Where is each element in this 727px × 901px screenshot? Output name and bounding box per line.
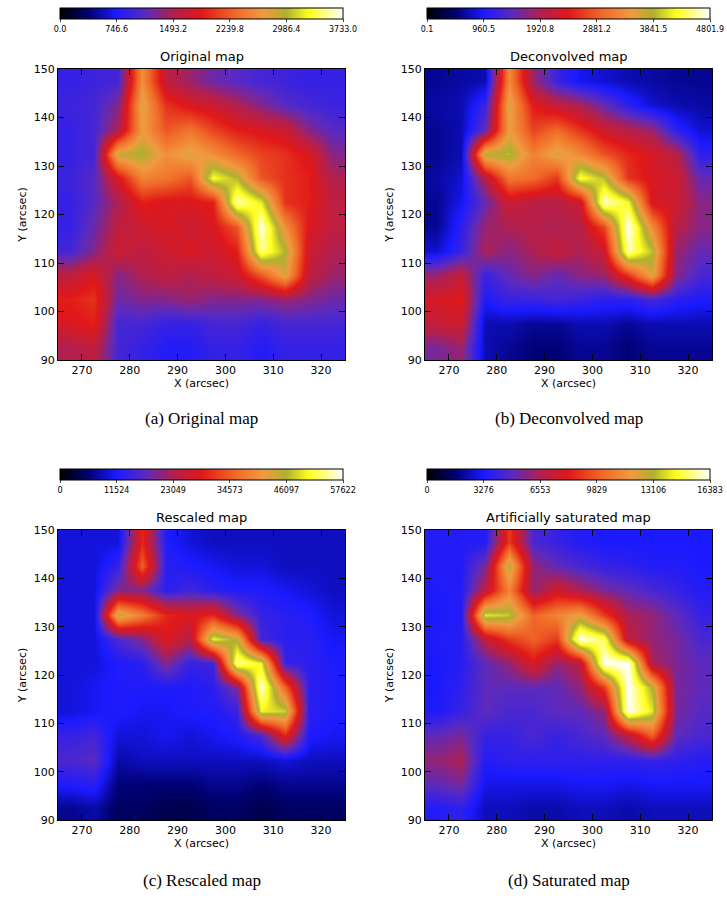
svg-text:300: 300 <box>582 364 603 377</box>
svg-text:6553: 6553 <box>530 486 550 495</box>
svg-text:300: 300 <box>215 364 236 377</box>
svg-text:130: 130 <box>34 621 55 634</box>
svg-text:290: 290 <box>534 364 555 377</box>
svg-text:130: 130 <box>401 160 422 173</box>
svg-text:90: 90 <box>408 354 422 367</box>
svg-text:Y (arcsec): Y (arcsec) <box>383 187 396 242</box>
svg-text:110: 110 <box>401 717 422 730</box>
svg-text:310: 310 <box>630 364 651 377</box>
svg-text:90: 90 <box>41 354 55 367</box>
svg-text:4801.9: 4801.9 <box>696 25 724 34</box>
svg-text:Y (arcsec): Y (arcsec) <box>16 187 29 242</box>
svg-text:0.1: 0.1 <box>421 25 434 34</box>
svg-text:320: 320 <box>678 824 699 837</box>
svg-text:0: 0 <box>57 486 62 495</box>
svg-text:310: 310 <box>263 364 284 377</box>
svg-text:290: 290 <box>167 364 188 377</box>
svg-text:290: 290 <box>534 824 555 837</box>
svg-text:120: 120 <box>401 208 422 221</box>
svg-text:57622: 57622 <box>330 486 355 495</box>
svg-text:300: 300 <box>215 824 236 837</box>
svg-text:960.5: 960.5 <box>472 25 495 34</box>
svg-text:90: 90 <box>41 814 55 827</box>
svg-text:280: 280 <box>119 824 140 837</box>
svg-text:270: 270 <box>438 364 459 377</box>
svg-text:X (arcsec): X (arcsec) <box>541 377 596 390</box>
svg-text:1493.2: 1493.2 <box>159 25 187 34</box>
svg-text:3276: 3276 <box>473 486 493 495</box>
svg-text:110: 110 <box>34 257 55 270</box>
svg-text:280: 280 <box>486 364 507 377</box>
svg-text:100: 100 <box>401 305 422 318</box>
svg-text:11524: 11524 <box>104 486 129 495</box>
svg-text:320: 320 <box>311 824 332 837</box>
svg-text:X (arcsec): X (arcsec) <box>174 377 229 390</box>
svg-text:(c) Rescaled map: (c) Rescaled map <box>143 871 261 890</box>
svg-text:150: 150 <box>401 63 422 76</box>
svg-text:X (arcsec): X (arcsec) <box>174 837 229 850</box>
svg-text:130: 130 <box>401 621 422 634</box>
svg-text:2239.8: 2239.8 <box>216 25 244 34</box>
svg-text:300: 300 <box>582 824 603 837</box>
svg-text:(a) Original map: (a) Original map <box>145 409 258 428</box>
svg-text:Rescaled map: Rescaled map <box>156 510 247 525</box>
svg-text:150: 150 <box>401 524 422 537</box>
svg-text:46097: 46097 <box>274 486 299 495</box>
svg-text:100: 100 <box>34 305 55 318</box>
svg-text:Y (arcsec): Y (arcsec) <box>16 648 29 703</box>
svg-text:Deconvolved map: Deconvolved map <box>510 49 628 64</box>
svg-text:320: 320 <box>678 364 699 377</box>
svg-text:100: 100 <box>401 766 422 779</box>
svg-text:140: 140 <box>401 572 422 585</box>
svg-text:130: 130 <box>34 160 55 173</box>
svg-text:150: 150 <box>34 63 55 76</box>
svg-text:16383: 16383 <box>697 486 722 495</box>
svg-text:2881.2: 2881.2 <box>583 25 611 34</box>
svg-text:X (arcsec): X (arcsec) <box>541 837 596 850</box>
svg-text:280: 280 <box>119 364 140 377</box>
svg-text:3733.0: 3733.0 <box>329 25 357 34</box>
svg-text:34573: 34573 <box>217 486 242 495</box>
svg-text:(b) Deconvolved map: (b) Deconvolved map <box>495 409 643 428</box>
svg-text:140: 140 <box>34 572 55 585</box>
svg-text:2986.4: 2986.4 <box>272 25 300 34</box>
svg-text:270: 270 <box>71 824 92 837</box>
svg-text:150: 150 <box>34 524 55 537</box>
svg-text:0: 0 <box>424 486 429 495</box>
svg-text:13106: 13106 <box>641 486 666 495</box>
svg-text:Artificially saturated map: Artificially saturated map <box>486 510 651 525</box>
svg-text:Y (arcsec): Y (arcsec) <box>383 648 396 703</box>
svg-text:310: 310 <box>630 824 651 837</box>
svg-text:1920.8: 1920.8 <box>526 25 554 34</box>
svg-text:310: 310 <box>263 824 284 837</box>
svg-text:110: 110 <box>34 717 55 730</box>
svg-text:110: 110 <box>401 257 422 270</box>
svg-text:270: 270 <box>71 364 92 377</box>
svg-text:746.6: 746.6 <box>105 25 128 34</box>
svg-text:3841.5: 3841.5 <box>639 25 667 34</box>
svg-text:90: 90 <box>408 814 422 827</box>
svg-text:9829: 9829 <box>587 486 607 495</box>
svg-text:Original map: Original map <box>160 49 244 64</box>
svg-text:290: 290 <box>167 824 188 837</box>
svg-text:280: 280 <box>486 824 507 837</box>
svg-text:320: 320 <box>311 364 332 377</box>
svg-text:100: 100 <box>34 766 55 779</box>
svg-text:120: 120 <box>34 669 55 682</box>
svg-text:(d) Saturated map: (d) Saturated map <box>508 871 630 890</box>
svg-text:140: 140 <box>34 111 55 124</box>
svg-text:120: 120 <box>401 669 422 682</box>
svg-text:23049: 23049 <box>160 486 185 495</box>
svg-text:140: 140 <box>401 111 422 124</box>
svg-text:270: 270 <box>438 824 459 837</box>
svg-text:120: 120 <box>34 208 55 221</box>
svg-text:0.0: 0.0 <box>54 25 67 34</box>
